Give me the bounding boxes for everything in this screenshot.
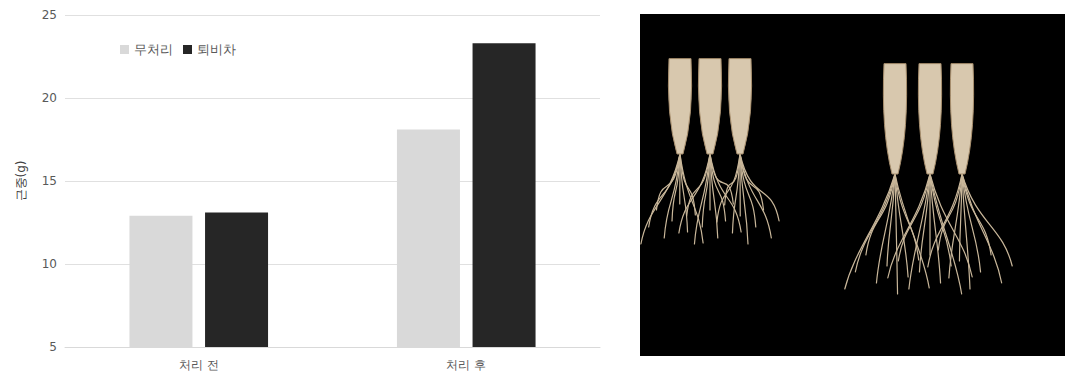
svg-text:처리 전: 처리 전 [179,358,219,372]
svg-text:5: 5 [49,340,57,354]
svg-text:10: 10 [42,257,57,271]
svg-text:퇴비차: 퇴비차 [197,42,236,57]
svg-text:20: 20 [42,91,57,105]
svg-text:처리 후: 처리 후 [446,358,486,372]
svg-text:15: 15 [42,174,57,188]
svg-text:근중(g): 근중(g) [14,161,28,202]
svg-text:25: 25 [42,8,57,22]
svg-text:무처리: 무처리 [134,42,173,57]
